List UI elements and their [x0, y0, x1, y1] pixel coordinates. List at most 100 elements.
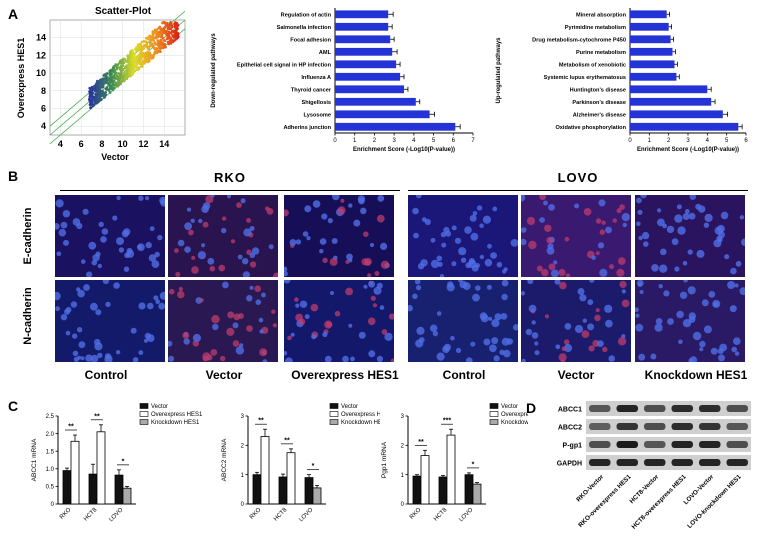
hbar-x-tick-label: 3 [686, 138, 690, 144]
scatter-point [174, 37, 178, 41]
scatter-title: Scatter-Plot [95, 6, 152, 17]
scatter-point [157, 44, 160, 47]
scatter-point [147, 57, 151, 60]
hbar-category-label: Focal adhesion [290, 37, 331, 43]
panel-label-a: A [8, 6, 19, 22]
scatter-point [148, 39, 152, 43]
scatter-point [144, 45, 148, 48]
scatter-point [129, 51, 132, 55]
group-label-lovo: LOVO [557, 170, 599, 185]
microscopy-image [168, 195, 278, 277]
scatter-point [166, 40, 170, 44]
scatter-point [124, 72, 128, 76]
vbar-y-tick-label: 0 [51, 502, 55, 508]
scatter-point [176, 35, 180, 38]
blot-band [671, 423, 693, 430]
scatter-point [151, 44, 155, 48]
hbar-bar [630, 22, 669, 31]
scatter-point [153, 47, 157, 50]
cell-nuclei [521, 280, 630, 362]
blot-band [699, 405, 721, 412]
vbar-bar [304, 477, 314, 505]
vbar-bar [70, 440, 80, 505]
scatter-point [174, 33, 178, 37]
scatter-point [125, 60, 128, 63]
group-label-rko: RKO [214, 170, 246, 185]
scatter-point [121, 74, 125, 78]
scatter-point [118, 73, 122, 77]
microscopy-image [284, 280, 394, 362]
cell-nuclei [174, 195, 278, 277]
scatter-point [176, 32, 180, 35]
scatter-x-label: Vector [101, 152, 129, 162]
scatter-point [145, 36, 149, 40]
scatter-point [116, 83, 119, 87]
blot-band [616, 459, 638, 466]
blot-band [726, 423, 748, 430]
blot-band [671, 441, 693, 448]
scatter-point [150, 42, 154, 46]
hbar-bar [630, 72, 677, 81]
hbar-bar [335, 22, 389, 31]
vbar-legend-label: Knockdown HES1 [501, 420, 528, 426]
vbar-bar [122, 487, 132, 505]
hbar-bar [335, 35, 391, 44]
vbar-y-tick-label: 1.0 [46, 467, 55, 473]
scatter-point [140, 64, 144, 68]
scatter-point [154, 49, 158, 53]
scatter-point [128, 59, 132, 62]
scatter-point [89, 106, 93, 110]
vbar-bar [412, 475, 422, 505]
scatter-point [108, 91, 112, 94]
blot-band [589, 441, 611, 448]
scatter-point [128, 63, 131, 66]
scatter-y-tick-label: 4 [41, 121, 46, 131]
blot-strip [586, 437, 751, 452]
scatter-point [170, 39, 174, 42]
scatter-point [152, 54, 155, 57]
hbar-category-label: Salmonella infection [277, 25, 332, 31]
scatter-point [129, 69, 132, 72]
scatter-point [136, 68, 140, 71]
vbar-significance-label: * [122, 458, 125, 465]
scatter-point [110, 87, 114, 91]
scatter-point [131, 50, 135, 54]
scatter-point [142, 47, 145, 50]
scatter-point [131, 68, 135, 72]
scatter-point [104, 93, 108, 97]
hbar-x-tick-label: 5 [432, 138, 436, 144]
scatter-point [117, 78, 121, 82]
blot-band [726, 441, 748, 448]
vbar-bar [420, 455, 430, 505]
vbar-bar [472, 483, 482, 505]
scatter-x-tick-label: 4 [58, 139, 63, 149]
vbar-y-tick-label: 1 [401, 473, 405, 479]
cell-nuclei [408, 280, 518, 362]
vbar-bar [286, 452, 296, 505]
vbar-bar [464, 474, 474, 505]
scatter-point [129, 74, 132, 78]
scatter-point [174, 28, 178, 32]
hbar-bar [335, 10, 389, 19]
hbar-bar [335, 72, 401, 81]
hbar-x-tick-label: 2 [373, 138, 377, 144]
scatter-point [125, 66, 129, 70]
scatter-point [119, 82, 122, 86]
hbar-bar [630, 47, 673, 56]
scatter-point [169, 42, 173, 45]
vbar-y-tick-label: 0 [401, 502, 405, 508]
blot-protein-label: GAPDH [557, 461, 582, 468]
scatter-point [127, 71, 131, 75]
scatter-point [152, 36, 156, 40]
vbar-y-tick-label: 2.5 [46, 414, 55, 420]
scatter-point [171, 29, 174, 33]
blot-band [671, 405, 693, 412]
vbar-category-label: HCT8 [433, 507, 449, 523]
scatter-point [93, 99, 96, 103]
scatter-point [98, 85, 102, 89]
blot-strip [586, 455, 751, 470]
vbar-legend-label: Overexpress HES1 [501, 412, 528, 418]
hbar-x-tick-label: 1 [353, 138, 357, 144]
vbar-legend-swatch [139, 419, 149, 425]
scatter-point [164, 23, 168, 27]
